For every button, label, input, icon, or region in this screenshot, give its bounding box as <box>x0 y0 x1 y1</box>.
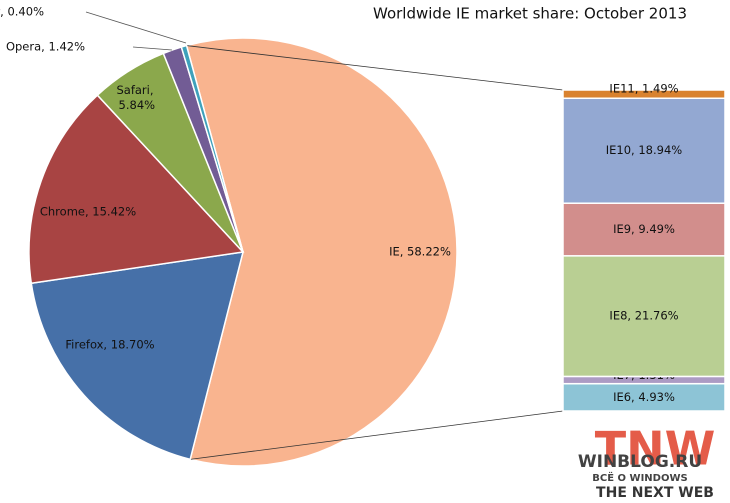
data-label: Safari, 5.84% <box>115 83 155 112</box>
data-label: IE11, 1.49% <box>609 82 678 96</box>
data-label: Firefox, 18.70% <box>65 338 154 352</box>
data-label-line: 5.84% <box>115 98 155 112</box>
watermark-site: WINBLOG.RU <box>578 452 702 472</box>
watermark-name: THE NEXT WEB <box>596 485 714 501</box>
watermark: TNW WINBLOG.RU ВСЁ О WINDOWS THE NEXT WE… <box>578 422 715 502</box>
bar-segment <box>562 202 726 257</box>
bar-segment <box>562 89 726 100</box>
data-label: IE8, 21.76% <box>609 309 678 323</box>
watermark-tagline: ВСЁ О WINDOWS <box>592 470 687 484</box>
data-label: Opera, 1.42% <box>6 40 85 54</box>
chart-title: Worldwide IE market share: October 2013 <box>373 5 687 23</box>
pie-slice <box>185 37 458 467</box>
bar-segment <box>562 97 726 204</box>
bar-segment <box>562 382 726 412</box>
data-label: IE6, 4.93% <box>613 390 675 404</box>
pie-slice <box>30 251 245 461</box>
pie-slice <box>180 44 244 253</box>
data-label: IE9, 9.49% <box>613 222 675 236</box>
data-label: Chrome, 15.42% <box>40 205 136 219</box>
watermark-logo: TNW <box>595 422 716 476</box>
data-label-line: Safari, <box>116 83 153 97</box>
bar-segment <box>562 255 726 378</box>
data-label: Other, 0.40% <box>0 5 44 19</box>
connector-line <box>186 45 564 91</box>
connector-line <box>190 410 564 460</box>
data-label: IE, 58.22% <box>389 245 451 259</box>
pie-slice <box>28 94 245 285</box>
leader-line <box>132 46 173 51</box>
leader-line <box>85 11 187 44</box>
data-label: IE10, 18.94% <box>606 143 683 157</box>
